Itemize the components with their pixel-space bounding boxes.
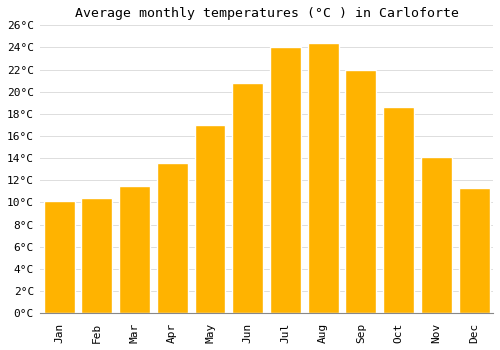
- Bar: [458, 188, 490, 313]
- Title: Average monthly temperatures (°C ) in Carloforte: Average monthly temperatures (°C ) in Ca…: [74, 7, 458, 20]
- Bar: [44, 201, 74, 313]
- Bar: [232, 83, 263, 313]
- Bar: [383, 107, 414, 313]
- Bar: [119, 186, 150, 313]
- Bar: [270, 47, 301, 313]
- Bar: [346, 70, 376, 313]
- Bar: [194, 125, 226, 313]
- Bar: [308, 43, 338, 313]
- Bar: [421, 157, 452, 313]
- Bar: [157, 162, 188, 313]
- Bar: [82, 198, 112, 313]
